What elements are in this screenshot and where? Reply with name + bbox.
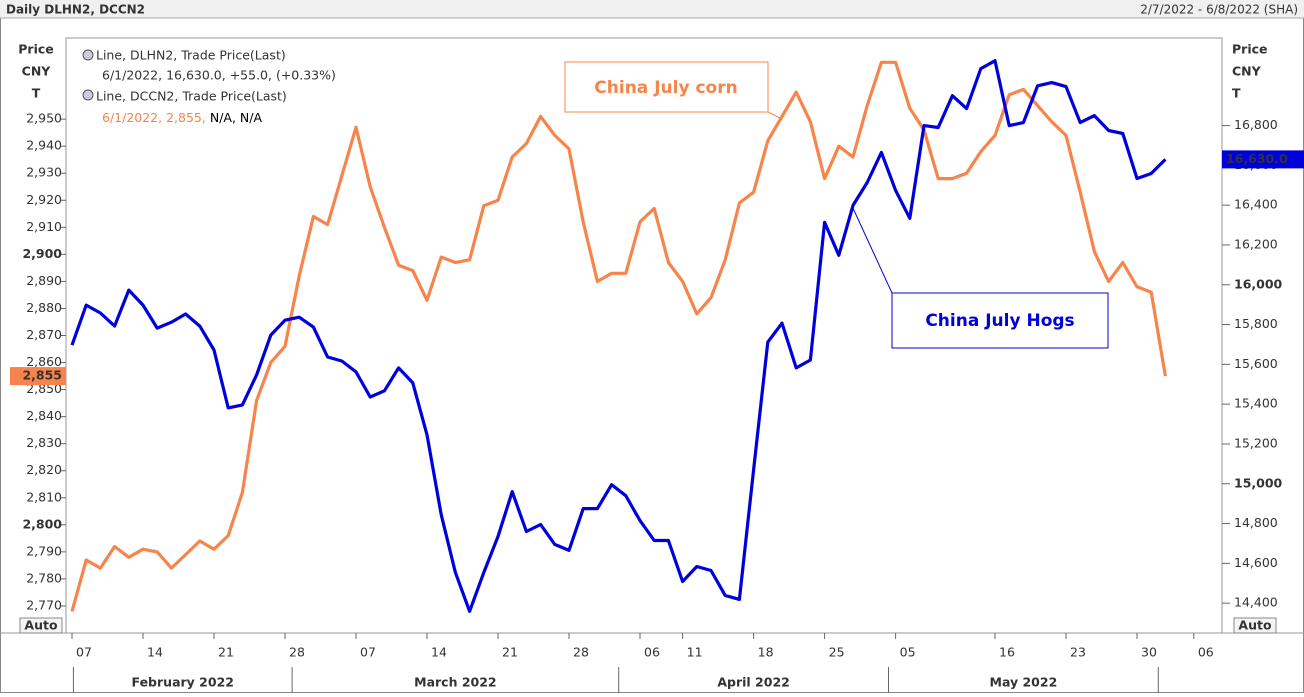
auto-label[interactable]: Auto (1238, 618, 1272, 633)
y2-tick-label: 14,800 (1234, 515, 1278, 530)
y2-tick-label: 15,000 (1234, 475, 1283, 490)
y-tick-label: 2,810 (26, 489, 62, 504)
x-tick-label: 21 (218, 645, 234, 660)
y2-tick-label: 14,600 (1234, 555, 1278, 570)
header-bar (0, 0, 1304, 18)
y2-tick-label: 15,400 (1234, 396, 1278, 411)
auto-label[interactable]: Auto (24, 618, 58, 633)
y-tick-label: 2,820 (26, 462, 62, 477)
y-tick-label: 2,860 (26, 354, 62, 369)
y2-tick-label: 15,600 (1234, 356, 1278, 371)
x-tick-label: 06 (1198, 645, 1214, 660)
auto-button[interactable] (19, 617, 63, 634)
series-line (70, 59, 1167, 613)
y-tick-label: 2,950 (26, 111, 62, 126)
y-tick-label: 2,900 (22, 246, 62, 261)
y-tick-label: 2,910 (26, 219, 62, 234)
x-tick-label: 07 (360, 645, 376, 660)
x-tick-label: 18 (758, 645, 774, 660)
month-label: April 2022 (717, 675, 790, 690)
annotation-box (564, 61, 769, 113)
y-tick-label: 2,890 (26, 273, 62, 288)
x-tick-label: 30 (1141, 645, 1157, 660)
y-axis-title: Price (18, 42, 54, 57)
x-tick-label: 16 (999, 645, 1015, 660)
x-tick-label: 28 (573, 645, 589, 660)
x-tick-label: 11 (687, 645, 703, 660)
legend-icon[interactable] (82, 49, 94, 61)
y-tick-label: 2,920 (26, 192, 62, 207)
y-tick-label: 2,780 (26, 570, 62, 585)
legend-entry[interactable]: Line, DCCN2, Trade Price(Last) (96, 89, 287, 104)
y2-tick-label: 15,800 (1234, 316, 1278, 331)
y-tick-label: 2,790 (26, 543, 62, 558)
y-tick-label: 2,870 (26, 327, 62, 342)
y-tick-label: 2,880 (26, 300, 62, 315)
legend-detail-value: 6/1/2022, 2,855, (102, 110, 206, 125)
annotation: China July corn (594, 78, 737, 98)
y2-tick-label: 14,400 (1234, 595, 1278, 610)
annotation: China July Hogs (925, 311, 1074, 331)
annotation-connector (767, 111, 781, 119)
y2-tick-label: 16,400 (1234, 197, 1278, 212)
annotation-box (891, 292, 1109, 349)
legend-icon[interactable] (82, 89, 94, 101)
y2-tick-label: 16,000 (1234, 276, 1283, 291)
last-value-box (10, 367, 66, 386)
legend-entry[interactable]: Line, DLHN2, Trade Price(Last) (96, 48, 286, 63)
y2-axis-title: T (1232, 86, 1241, 101)
y-tick-label: 2,930 (26, 165, 62, 180)
x-tick-label: 14 (431, 645, 447, 660)
y-tick-label: 2,940 (26, 138, 62, 153)
x-tick-label: 06 (644, 645, 660, 660)
y-axis-title: T (32, 86, 41, 101)
last-value-label: 16,630.0 (1226, 151, 1288, 166)
last-value-box (1222, 150, 1304, 169)
y2-tick-label: 16,200 (1234, 236, 1278, 251)
y-axis-title: CNY (22, 64, 52, 79)
legend-detail: 6/1/2022, 2,855, N/A, N/A (102, 110, 262, 125)
auto-button[interactable] (1233, 617, 1277, 634)
x-tick-label: 28 (289, 645, 305, 660)
x-tick-label: 05 (900, 645, 916, 660)
y-tick-label: 2,800 (22, 516, 62, 531)
x-tick-label: 23 (1070, 645, 1086, 660)
chart-title: Daily DLHN2, DCCN2 (6, 3, 145, 17)
y-tick-label: 2,770 (26, 597, 62, 612)
month-label: May 2022 (990, 675, 1058, 690)
legend-detail: 6/1/2022, 16,630.0, +55.0, (+0.33%) (102, 68, 336, 83)
x-tick-label: 14 (147, 645, 163, 660)
x-tick-label: 21 (502, 645, 518, 660)
legend-detail-extra: N/A, N/A (210, 110, 263, 125)
month-label: February 2022 (132, 675, 234, 690)
y2-tick-label: 15,200 (1234, 435, 1278, 450)
y-tick-label: 2,830 (26, 435, 62, 450)
x-tick-label: 25 (829, 645, 845, 660)
y2-axis-title: CNY (1232, 64, 1262, 79)
x-tick-label: 07 (76, 645, 92, 660)
month-label: March 2022 (414, 675, 497, 690)
y2-tick-label: 16,800 (1234, 117, 1278, 132)
series-line (70, 60, 1167, 612)
y-tick-label: 2,840 (26, 408, 62, 423)
y2-axis-title: Price (1232, 42, 1268, 57)
last-value-label: 2,855 (22, 368, 62, 383)
annotation-connector (851, 205, 893, 294)
chart-subtitle: 2/7/2022 - 6/8/2022 (SHA) (1140, 3, 1298, 17)
